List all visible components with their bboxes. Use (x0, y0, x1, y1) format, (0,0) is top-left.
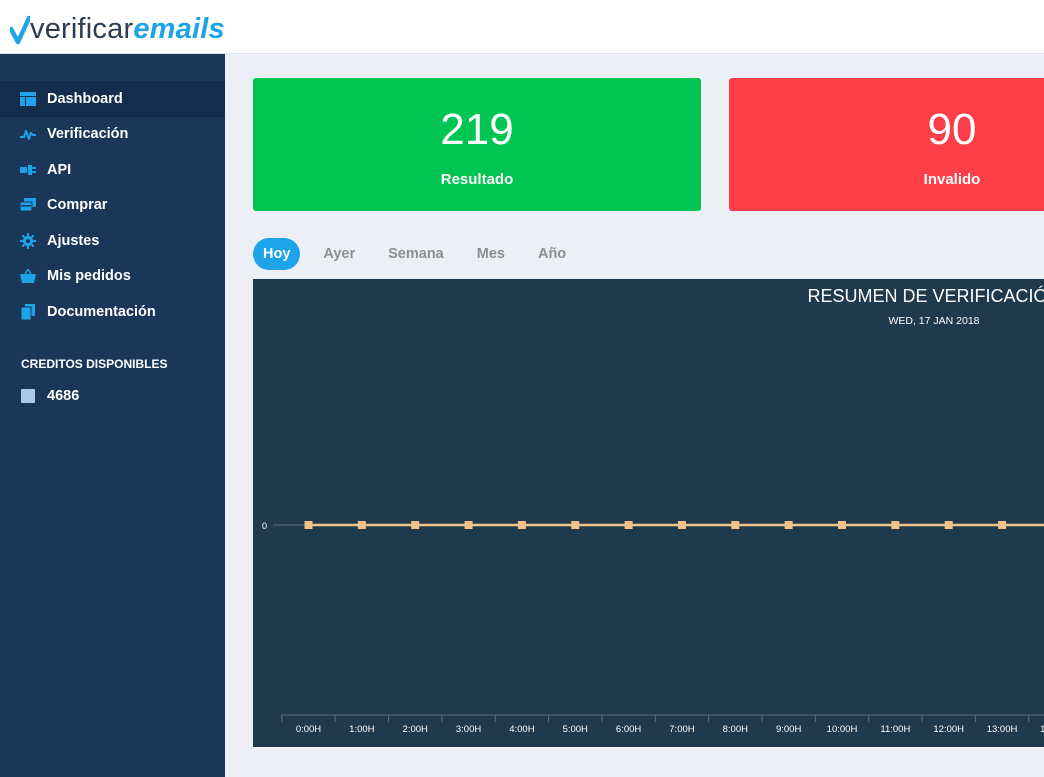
tab-mes[interactable]: Mes (476, 246, 505, 262)
sidebar-item-label: Dashboard (47, 90, 123, 107)
cards-icon (20, 197, 36, 213)
x-tick-label: 5:00H (563, 724, 588, 735)
sidebar-nav: Dashboard Verificación API Comprar Ajust… (0, 81, 225, 330)
data-point (838, 521, 846, 529)
dashboard-icon (20, 91, 36, 107)
data-point (357, 521, 366, 529)
x-tick-label: 8:00H (723, 724, 748, 735)
gear-icon (20, 232, 36, 249)
stat-card-resultado[interactable]: 219 Resultado (253, 78, 701, 211)
x-tick-label: 10:00H (827, 724, 858, 735)
data-point (304, 521, 313, 529)
x-tick-label: 6:00H (616, 724, 641, 735)
stat-card-invalido[interactable]: 90 Invalido (729, 78, 1044, 211)
credits-value: 4686 (47, 388, 80, 404)
tab-ayer[interactable]: Ayer (323, 246, 356, 262)
logo[interactable]: verificaremails (10, 9, 225, 45)
data-point (891, 521, 900, 529)
sidebar-item-label: Comprar (47, 197, 108, 214)
tab-semana[interactable]: Semana (388, 246, 444, 262)
sidebar-item-mis-pedidos[interactable]: Mis pedidos (0, 259, 225, 295)
top-bar: verificaremails (0, 0, 1044, 54)
x-tick-label: 7:00H (669, 724, 694, 735)
sidebar-item-label: Verificación (47, 126, 129, 143)
stat-label: Resultado (440, 171, 514, 188)
data-point (571, 521, 580, 529)
sidebar-item-label: API (47, 161, 72, 178)
credits-display: 4686 (21, 388, 79, 404)
chart-subtitle: WED, 17 JAN 2018 (888, 315, 979, 327)
tab-hoy[interactable]: Hoy (253, 238, 301, 270)
data-point (998, 521, 1007, 529)
x-tick-label: 4:00H (509, 724, 534, 735)
x-tick-label: 14:00H (1040, 724, 1044, 735)
data-point (944, 521, 953, 529)
x-tick-label: 13:00H (987, 724, 1018, 735)
chart-canvas: RESUMEN DE VERIFICACIÓN WED, 17 JAN 2018 0… (262, 285, 1044, 735)
data-point (464, 521, 473, 529)
sidebar-item-ajustes[interactable]: Ajustes (0, 223, 225, 259)
data-point (784, 521, 793, 529)
stat-label: Invalido (923, 171, 981, 188)
sidebar-item-label: Mis pedidos (47, 268, 131, 285)
x-tick-label: 3:00H (456, 724, 481, 735)
y-tick-label: 0 (262, 521, 267, 531)
logo-text: verificaremails (30, 13, 225, 45)
period-tabs: Hoy Ayer Semana Mes Año (253, 238, 589, 270)
credits-title: CREDITOS DISPONIBLES (21, 357, 168, 371)
sidebar: Dashboard Verificación API Comprar Ajust… (0, 54, 225, 777)
documents-icon (20, 303, 36, 320)
verification-chart: RESUMEN DE VERIFICACIÓN WED, 17 JAN 2018 0… (253, 279, 1044, 747)
data-point (411, 521, 420, 529)
stat-value: 219 (440, 105, 514, 154)
sidebar-item-documentacion[interactable]: Documentación (0, 294, 225, 330)
sidebar-item-comprar[interactable]: Comprar (0, 188, 225, 224)
x-tick-label: 0:00H (296, 724, 321, 735)
tab-ano[interactable]: Año (537, 246, 567, 262)
sidebar-item-api[interactable]: API (0, 152, 225, 188)
plug-icon (20, 162, 36, 178)
credits-square-icon (21, 389, 35, 403)
x-tick-label: 11:00H (880, 724, 910, 735)
x-tick-label: 1:00H (349, 724, 374, 735)
data-point (624, 521, 633, 529)
data-point (731, 521, 740, 529)
chart-title: RESUMEN DE VERIFICACIÓN (807, 285, 1044, 306)
x-tick-label: 12:00H (933, 724, 964, 735)
data-point (517, 521, 526, 529)
pulse-icon (20, 126, 36, 142)
x-tick-label: 9:00H (776, 724, 801, 735)
stat-value: 90 (927, 105, 977, 154)
basket-icon (20, 268, 36, 284)
sidebar-item-label: Ajustes (47, 232, 100, 249)
sidebar-item-dashboard[interactable]: Dashboard (0, 81, 225, 117)
data-point (677, 521, 686, 529)
checkmark-logo-icon (10, 15, 30, 45)
sidebar-item-verificacion[interactable]: Verificación (0, 117, 225, 153)
x-tick-label: 2:00H (403, 724, 428, 735)
sidebar-item-label: Documentación (47, 303, 156, 320)
